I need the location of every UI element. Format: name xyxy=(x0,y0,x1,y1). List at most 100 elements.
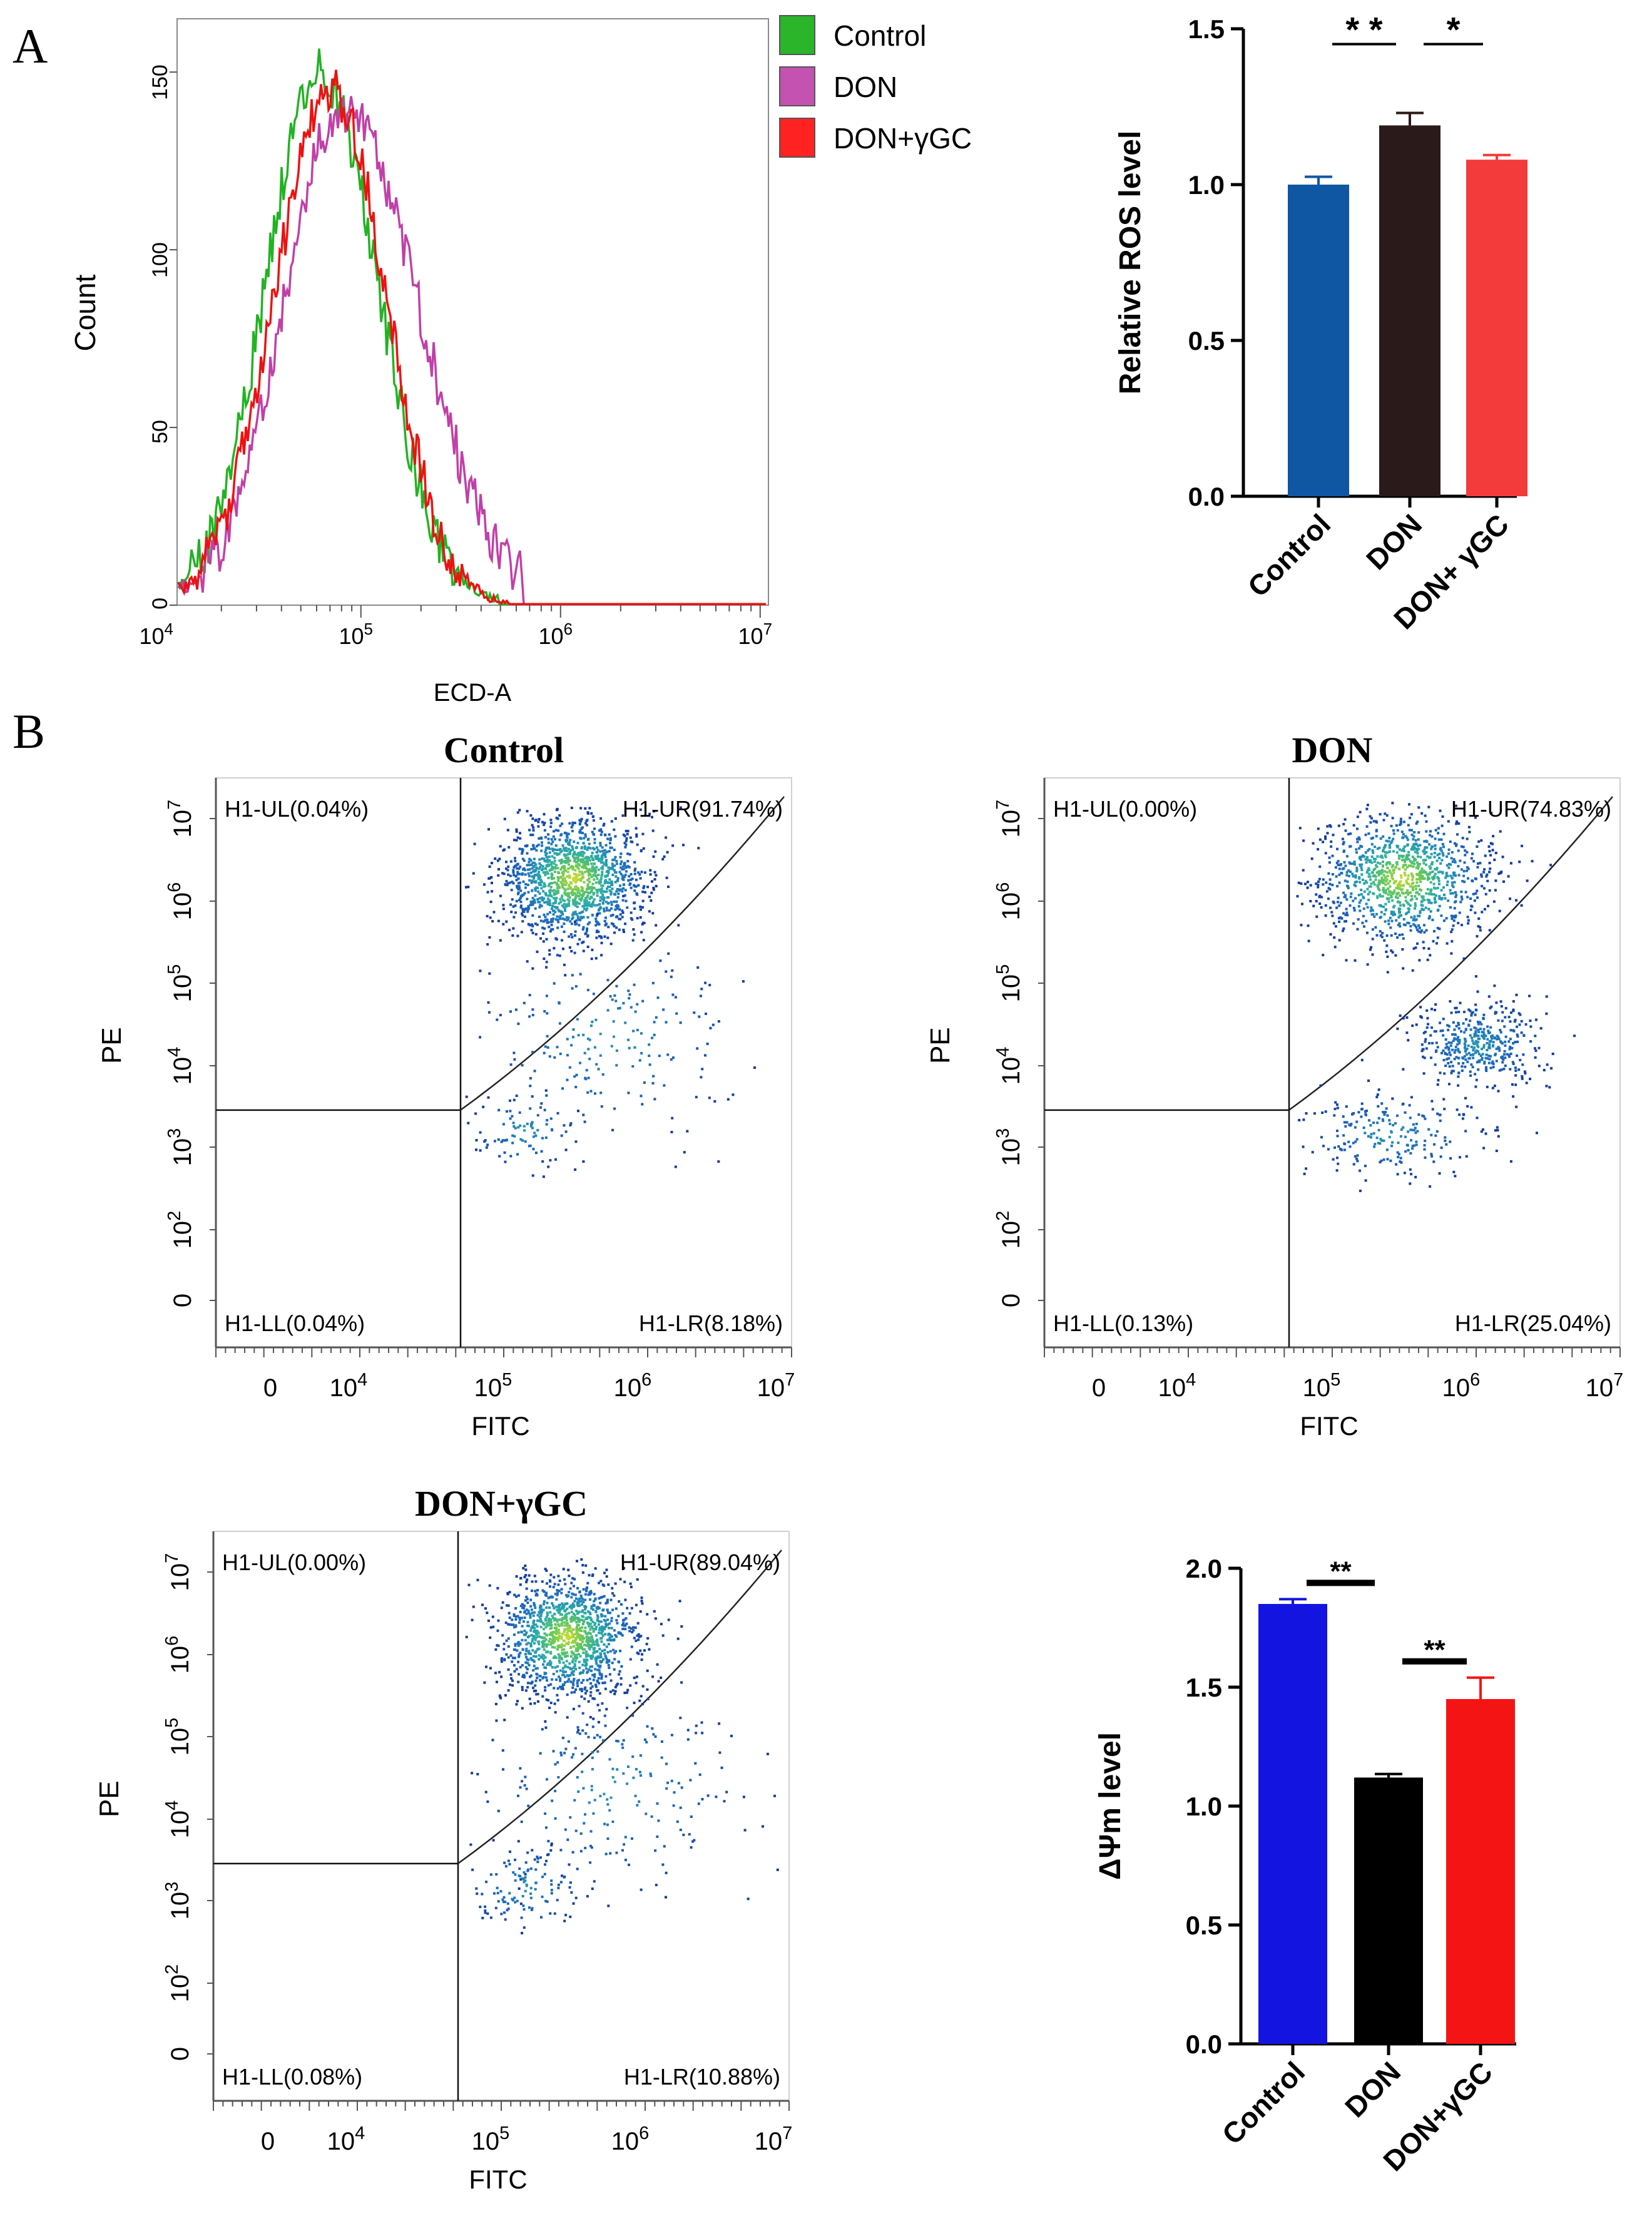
data-point xyxy=(556,817,559,820)
data-point xyxy=(532,1621,535,1625)
data-point xyxy=(595,1662,598,1665)
data-point xyxy=(557,1628,560,1631)
data-point xyxy=(573,822,576,824)
data-point xyxy=(615,1684,618,1687)
data-point xyxy=(1486,873,1489,876)
data-point xyxy=(556,919,559,922)
data-point xyxy=(1410,1128,1414,1131)
data-point xyxy=(1399,901,1402,904)
data-point xyxy=(628,853,631,856)
data-point xyxy=(583,1697,586,1700)
data-point xyxy=(528,879,531,882)
data-point xyxy=(648,1054,651,1058)
data-point xyxy=(595,936,598,939)
data-point xyxy=(590,889,593,892)
data-point xyxy=(601,861,604,864)
data-point xyxy=(1303,1172,1306,1175)
data-point xyxy=(1524,1072,1527,1075)
data-point xyxy=(605,901,608,904)
data-point xyxy=(589,1622,592,1625)
data-point xyxy=(565,1622,568,1625)
data-point xyxy=(1315,882,1318,886)
data-point xyxy=(529,1629,533,1632)
data-point xyxy=(1415,891,1418,894)
data-point xyxy=(1457,1011,1461,1014)
data-point xyxy=(1344,879,1347,882)
data-point xyxy=(1488,850,1491,853)
data-point xyxy=(558,954,561,957)
data-point xyxy=(1400,1128,1403,1131)
data-point xyxy=(545,1123,548,1126)
data-point xyxy=(563,854,566,857)
data-point xyxy=(1499,1040,1502,1043)
data-point xyxy=(1317,886,1320,889)
data-point xyxy=(1407,854,1410,857)
data-point xyxy=(489,1626,492,1629)
data-point xyxy=(1434,844,1437,847)
data-point xyxy=(600,858,603,861)
data-point xyxy=(1454,1006,1457,1009)
data-point xyxy=(538,818,541,821)
data-point xyxy=(615,900,618,903)
data-point xyxy=(594,920,598,923)
data-point xyxy=(585,863,588,865)
data-point xyxy=(608,1673,611,1676)
data-point xyxy=(549,1702,553,1705)
data-point xyxy=(509,1099,511,1102)
data-point xyxy=(544,1643,548,1646)
data-point xyxy=(569,1620,573,1623)
data-point xyxy=(486,943,489,946)
data-point xyxy=(1438,927,1441,931)
data-point xyxy=(1414,924,1417,927)
data-point xyxy=(595,846,598,849)
data-point xyxy=(580,847,583,850)
data-point xyxy=(575,1630,578,1633)
data-point xyxy=(1473,1026,1476,1029)
data-point xyxy=(605,1645,608,1648)
data-point xyxy=(1390,825,1393,827)
data-point xyxy=(564,1633,567,1636)
data-point xyxy=(599,890,602,893)
data-point xyxy=(566,887,569,891)
data-point xyxy=(524,882,528,886)
data-point xyxy=(1396,884,1399,886)
data-point xyxy=(1514,1083,1517,1086)
data-point xyxy=(578,1667,581,1670)
data-point xyxy=(565,854,568,857)
data-point xyxy=(523,1629,526,1632)
data-point xyxy=(651,829,655,832)
data-point xyxy=(1416,820,1419,824)
data-point xyxy=(521,912,523,916)
data-point xyxy=(558,1625,561,1628)
data-point xyxy=(498,1671,501,1674)
data-point xyxy=(1436,927,1439,929)
data-point xyxy=(558,916,561,919)
data-point xyxy=(558,1634,561,1637)
data-point xyxy=(531,903,534,906)
data-point xyxy=(1477,1028,1480,1031)
data-point xyxy=(1487,1046,1491,1049)
data-point xyxy=(651,1082,655,1085)
data-point xyxy=(512,1051,516,1054)
data-point xyxy=(481,1603,484,1606)
data-point xyxy=(1457,922,1460,924)
data-point xyxy=(583,847,586,850)
data-point xyxy=(1409,885,1412,888)
data-point xyxy=(1409,891,1412,894)
x-tick-label-2: 105 xyxy=(1303,1370,1341,1402)
data-point xyxy=(1474,1073,1477,1076)
data-point xyxy=(543,1636,546,1639)
data-point xyxy=(517,1641,520,1643)
data-point xyxy=(640,1888,643,1891)
data-point xyxy=(1454,860,1457,864)
data-point xyxy=(517,891,520,894)
data-point xyxy=(1391,817,1394,820)
data-point xyxy=(1453,1028,1456,1031)
data-point xyxy=(1431,919,1434,921)
data-point xyxy=(549,1117,553,1120)
data-point xyxy=(1493,984,1496,988)
data-point xyxy=(1365,902,1368,906)
data-point xyxy=(570,825,573,829)
data-point xyxy=(598,1606,601,1610)
data-point xyxy=(593,827,596,830)
